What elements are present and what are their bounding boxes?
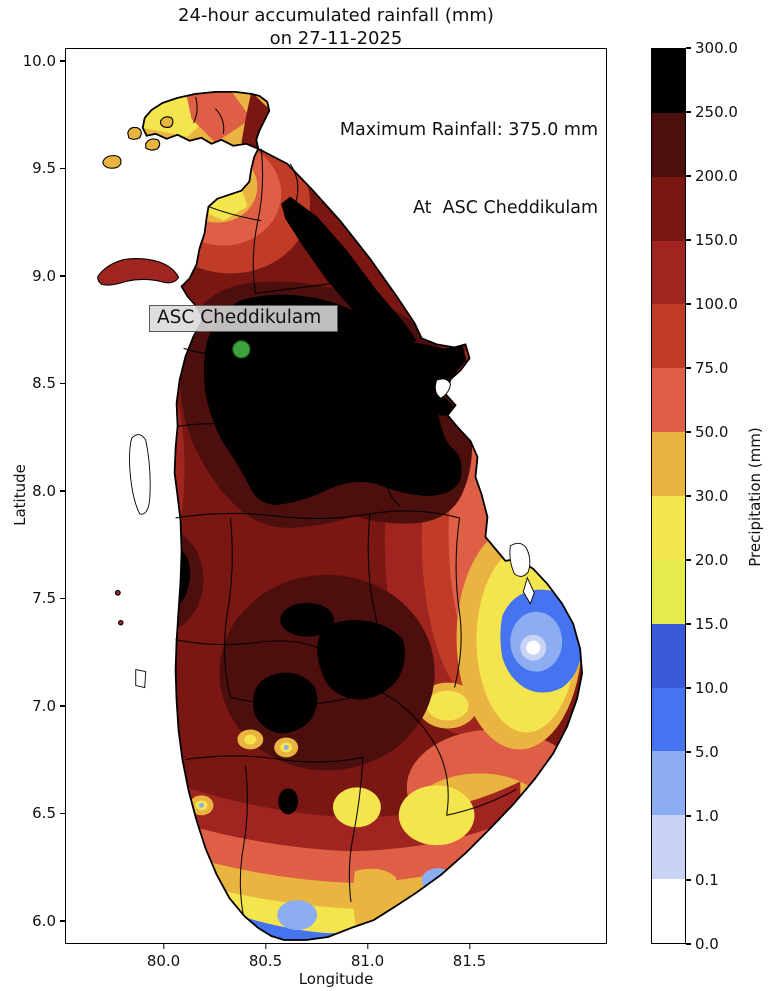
puttalam-lagoon (129, 434, 151, 515)
colorbar-segment (652, 815, 685, 880)
colorbar-segment (652, 49, 685, 113)
station-label: ASC Cheddikulam (149, 305, 338, 332)
colorbar-label: Precipitation (mm) (746, 427, 764, 567)
colorbar-tick: 200.0 (686, 167, 738, 185)
x-tick: 81.5 (453, 944, 486, 970)
colorbar-tick: 20.0 (686, 551, 728, 569)
colorbar-segment (652, 368, 685, 433)
delft-island (102, 155, 122, 169)
colorbar-segment (652, 879, 685, 944)
district-boundaries (175, 96, 517, 916)
colorbar-segment (652, 623, 685, 688)
colorbar-tick: 75.0 (686, 359, 728, 377)
mainland-coastline (173, 147, 583, 941)
trincomalee-harbour (434, 378, 452, 399)
colorbar-segment (652, 176, 685, 241)
mannar-island (97, 257, 180, 286)
map-plot-area: Maximum Rainfall: 375.0 mm At ASC Cheddi… (65, 48, 607, 944)
y-tick: 7.5 (20, 589, 65, 607)
x-tick: 80.0 (147, 944, 180, 970)
chilaw-lagoon (135, 669, 147, 689)
colorbar-tick: 0.0 (686, 935, 719, 953)
batticaloa-lagoon-south (522, 576, 535, 605)
colorbar-tick: 0.1 (686, 871, 719, 889)
colorbar-tick: 150.0 (686, 231, 738, 249)
station-label-text: ASC Cheddikulam (157, 307, 322, 328)
max-rainfall-annotation: Maximum Rainfall: 375.0 mm At ASC Cheddi… (340, 65, 598, 273)
y-tick: 7.0 (20, 697, 65, 715)
y-tick: 9.0 (20, 267, 65, 285)
colorbar-segment (652, 559, 685, 624)
colorbar-tick: 1.0 (686, 807, 719, 825)
colorbar-tick: 30.0 (686, 487, 728, 505)
station-marker-dot (232, 340, 251, 359)
karainagar-island (160, 116, 174, 128)
colorbar-tick: 50.0 (686, 423, 728, 441)
y-tick: 8.0 (20, 482, 65, 500)
islet (114, 589, 121, 596)
batticaloa-lagoon (509, 542, 531, 577)
colorbar-segment (652, 496, 685, 560)
lagoons (129, 378, 535, 689)
y-axis-label: Latitude (11, 464, 29, 526)
annotation-line-1: Maximum Rainfall: 375.0 mm (339, 120, 598, 140)
colorbar-segment (652, 432, 685, 497)
x-tick: 80.5 (249, 944, 282, 970)
y-tick: 6.5 (20, 804, 65, 822)
colorbar-segment (652, 112, 685, 177)
colorbar-tick: 15.0 (686, 615, 728, 633)
annotation-line-2: At ASC Cheddikulam (413, 198, 598, 218)
y-tick: 10.0 (20, 52, 65, 70)
sri-lanka-rainfall-map (97, 91, 583, 941)
colorbar-segment (652, 240, 685, 305)
title-line-2: on 27-11-2025 (269, 28, 403, 49)
colorbar (651, 48, 686, 944)
kayts-island (127, 126, 142, 140)
islet (118, 619, 124, 626)
x-tick: 81.0 (351, 944, 384, 970)
colorbar-tick: 10.0 (686, 679, 728, 697)
x-axis-label: Longitude (298, 970, 374, 988)
colorbar-segment (652, 687, 685, 752)
colorbar-tick: 5.0 (686, 743, 719, 761)
colorbar-segment (652, 751, 685, 816)
y-tick: 6.0 (20, 912, 65, 930)
colorbar-tick: 100.0 (686, 295, 738, 313)
peninsula-coastline (141, 91, 271, 150)
islands (97, 116, 180, 626)
y-tick: 8.5 (20, 374, 65, 392)
y-tick: 9.5 (20, 159, 65, 177)
figure-title: 24-hour accumulated rainfall (mm) on 27-… (65, 4, 607, 50)
colorbar-tick: 300.0 (686, 39, 738, 57)
title-line-1: 24-hour accumulated rainfall (mm) (178, 5, 494, 26)
colorbar-tick: 250.0 (686, 103, 738, 121)
colorbar-segment (652, 304, 685, 369)
punkudutivu-island (145, 138, 161, 151)
